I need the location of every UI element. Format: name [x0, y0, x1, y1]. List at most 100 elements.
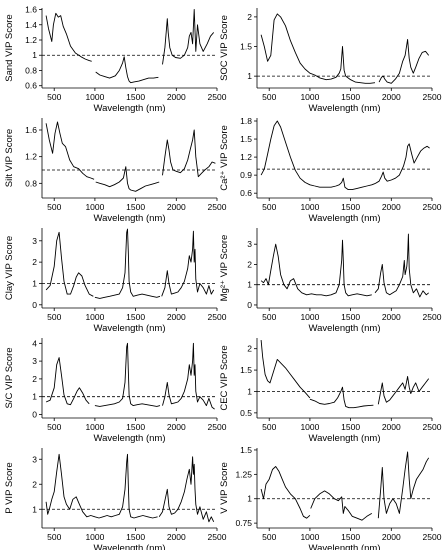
x-axis-title: Wavelength (nm) — [94, 433, 166, 444]
y-tick-label: 1.8 — [240, 116, 252, 126]
vip-series-line — [45, 12, 92, 62]
vip-series-line — [94, 228, 161, 299]
vip-panel-1: 0.6 0.8 1 1.2 1.4 1.6 500 1000 1500 2000 2500 Wavel… — [4, 5, 227, 114]
vip-panel-3: 0.8 1.2 1.6 500 1000 1500 2000 2500 Wavelength (… — [4, 118, 227, 224]
y-tick-label: 1.6 — [25, 5, 37, 15]
x-tick-label: 1000 — [300, 92, 319, 102]
vip-series-line — [310, 490, 373, 521]
x-tick-label: 2000 — [167, 532, 186, 542]
x-tick-label: 500 — [262, 92, 276, 102]
x-tick-label: 2000 — [167, 312, 186, 322]
vip-series-line — [314, 177, 376, 191]
x-axis-title: Wavelength (nm) — [309, 543, 381, 550]
x-axis-title: Wavelength (nm) — [309, 213, 381, 224]
y-axis-title: Mg²⁺ VIP Score — [219, 235, 230, 302]
y-tick-label: 0.8 — [25, 65, 37, 75]
y-tick-label: 0.75 — [235, 518, 252, 528]
x-axis-title: Wavelength (nm) — [309, 433, 381, 444]
y-tick-label: 1.5 — [240, 42, 252, 52]
x-axis-title: Wavelength (nm) — [94, 543, 166, 550]
vip-panel-6: 0 1 2 3 500 1000 1500 2000 2500 Wavelength (nm) Mg… — [219, 228, 442, 334]
x-tick-label: 2500 — [208, 532, 227, 542]
vip-series-line — [95, 56, 159, 84]
y-tick-label: 2 — [32, 479, 37, 489]
x-tick-label: 500 — [262, 312, 276, 322]
y-tick-label: 1 — [32, 50, 37, 60]
x-tick-label: 1500 — [126, 532, 145, 542]
vip-series-line — [162, 129, 216, 178]
x-tick-label: 2000 — [167, 92, 186, 102]
x-tick-label: 500 — [47, 202, 61, 212]
x-tick-label: 1000 — [300, 532, 319, 542]
y-tick-label: 2 — [247, 259, 252, 269]
x-tick-label: 500 — [262, 422, 276, 432]
x-tick-label: 2000 — [382, 422, 401, 432]
y-tick-label: 2 — [32, 257, 37, 267]
x-tick-label: 1500 — [126, 202, 145, 212]
x-tick-label: 1500 — [126, 422, 145, 432]
y-axis-title: Clay VIP Score — [4, 236, 15, 300]
y-tick-label: 0 — [32, 409, 37, 419]
x-tick-label: 500 — [47, 92, 61, 102]
y-tick-label: 3 — [32, 236, 37, 246]
vip-series-line — [260, 340, 311, 399]
x-tick-label: 500 — [47, 532, 61, 542]
y-tick-label: 1 — [32, 504, 37, 514]
x-tick-label: 1000 — [85, 422, 104, 432]
y-tick-label: 1.2 — [25, 35, 37, 45]
vip-series-line — [260, 239, 372, 297]
x-tick-label: 1000 — [85, 92, 104, 102]
y-axis-title: S/C VIP Score — [4, 347, 15, 408]
vip-panel-7: 0 1 2 3 4 500 1000 1500 2000 2500 Wavelength (nm) S… — [4, 338, 227, 444]
y-tick-label: 0 — [247, 300, 252, 310]
vip-series-line — [162, 9, 215, 65]
y-tick-label: 1 — [32, 278, 37, 288]
y-tick-label: 1.5 — [240, 365, 252, 375]
y-axis-title: CEC VIP Score — [219, 345, 230, 410]
vip-series-line — [45, 231, 94, 297]
y-axis-title: P VIP Score — [4, 462, 15, 513]
vip-panel-9: 1 2 3 500 1000 1500 2000 2500 Wavelength (nm) P V… — [4, 448, 227, 550]
x-tick-label: 500 — [47, 422, 61, 432]
y-axis-title: Ca²⁺ VIP Score — [219, 125, 230, 191]
y-tick-label: 0.5 — [240, 408, 252, 418]
y-tick-label: 1 — [32, 392, 37, 402]
vip-series-line — [260, 466, 311, 519]
x-tick-label: 1500 — [341, 202, 360, 212]
y-tick-label: 0.6 — [25, 81, 37, 91]
y-axis-title: Silt VIP Score — [4, 129, 15, 187]
x-axis-title: Wavelength (nm) — [309, 103, 381, 114]
x-tick-label: 2500 — [208, 202, 227, 212]
y-tick-label: 1 — [247, 280, 252, 290]
y-tick-label: 0 — [32, 300, 37, 310]
y-tick-label: 1.5 — [240, 445, 252, 455]
vip-series-line — [45, 121, 95, 180]
x-axis-title: Wavelength (nm) — [94, 103, 166, 114]
y-tick-label: 1 — [247, 494, 252, 504]
x-tick-label: 2500 — [208, 92, 227, 102]
x-tick-label: 500 — [47, 312, 61, 322]
x-tick-label: 1500 — [126, 92, 145, 102]
x-tick-label: 1000 — [300, 312, 319, 322]
y-axis-title: V VIP Score — [219, 462, 230, 514]
x-tick-label: 2000 — [382, 532, 401, 542]
x-axis-title: Wavelength (nm) — [94, 323, 166, 334]
x-tick-label: 500 — [262, 532, 276, 542]
x-tick-label: 2500 — [423, 312, 442, 322]
x-tick-label: 2000 — [382, 312, 401, 322]
x-tick-label: 1500 — [341, 422, 360, 432]
x-tick-label: 1000 — [85, 532, 104, 542]
x-tick-label: 2500 — [423, 532, 442, 542]
y-tick-label: 3 — [32, 356, 37, 366]
x-tick-label: 2000 — [382, 202, 401, 212]
x-tick-label: 2500 — [208, 422, 227, 432]
x-tick-label: 1000 — [300, 422, 319, 432]
vip-series-line — [45, 357, 90, 406]
x-tick-label: 2000 — [382, 92, 401, 102]
x-tick-label: 2500 — [423, 422, 442, 432]
y-tick-label: 2 — [247, 344, 252, 354]
x-tick-label: 1000 — [300, 202, 319, 212]
y-tick-label: 1.5 — [240, 134, 252, 144]
